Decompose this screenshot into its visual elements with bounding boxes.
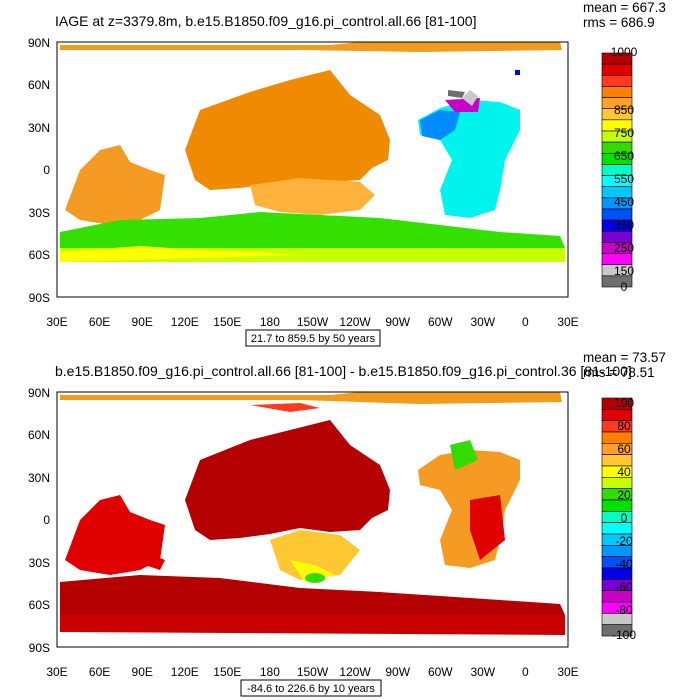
bottom-lon-label: 30E bbox=[557, 665, 578, 679]
bottom-lat-label: 60S bbox=[29, 598, 50, 612]
top-title: IAGE at z=3379.8m, b.e15.B1850.f09_g16.p… bbox=[55, 13, 476, 29]
bottom-colorbar-label: -80 bbox=[615, 603, 633, 617]
colorbar-swatch bbox=[601, 624, 633, 637]
bottom-lon-label: 150W bbox=[297, 665, 329, 679]
bottom-map-frame bbox=[56, 391, 569, 648]
top-lon-label: 30E bbox=[557, 315, 578, 329]
top-lon-label: 30W bbox=[470, 315, 495, 329]
colorbar-swatch bbox=[601, 74, 633, 87]
top-colorbar-labels: 1000 850 750 650 550 450 350 250 150 0 bbox=[611, 45, 638, 294]
colorbar-swatch bbox=[601, 477, 633, 489]
bottom-lat-label: 30S bbox=[29, 556, 50, 570]
bottom-colorbar-labels: 100 80 60 40 20 0 -20 -40 -60 -80 -100 bbox=[612, 396, 636, 642]
colorbar-swatch bbox=[601, 522, 633, 535]
bottom-mean-label: mean = 73.57 bbox=[583, 350, 666, 365]
top-lon-label: 150E bbox=[213, 315, 241, 329]
top-map-plot bbox=[57, 42, 568, 297]
top-lat-label: 30N bbox=[28, 121, 50, 135]
bottom-lon-axis: 30E 60E 90E 120E 150E 180 150W 120W 90W … bbox=[46, 665, 578, 679]
top-colorbar-label: 550 bbox=[614, 172, 634, 186]
bottom-colorbar-label: 40 bbox=[617, 465, 631, 479]
bottom-colorbar-label: -40 bbox=[615, 557, 633, 571]
top-lon-label: 90W bbox=[385, 315, 410, 329]
top-map-frame bbox=[56, 41, 569, 298]
top-lon-label: 60W bbox=[428, 315, 453, 329]
top-lat-label: 90N bbox=[28, 36, 50, 50]
bottom-lat-label: 60N bbox=[28, 428, 50, 442]
colorbar-swatch bbox=[601, 86, 633, 98]
top-lon-axis: 30E 60E 90E 120E 150E 180 150W 120W 90W … bbox=[46, 315, 578, 329]
top-lon-label: 0 bbox=[522, 315, 529, 329]
top-lat-label: 60S bbox=[29, 248, 50, 262]
bottom-lon-label: 180 bbox=[260, 665, 280, 679]
top-rms-label: rms = 686.9 bbox=[583, 15, 655, 30]
bottom-contour-info: -84.6 to 226.6 by 10 years bbox=[240, 679, 382, 697]
bottom-lon-label: 90E bbox=[132, 665, 153, 679]
bottom-lon-label: 120E bbox=[171, 665, 199, 679]
bottom-colorbar-label: 60 bbox=[617, 442, 631, 456]
bottom-lat-label: 30N bbox=[28, 471, 50, 485]
bottom-lat-label: 90N bbox=[28, 386, 50, 400]
bottom-colorbar-label: 0 bbox=[621, 511, 628, 525]
top-lon-label: 180 bbox=[260, 315, 280, 329]
colorbar-swatch bbox=[601, 63, 633, 76]
top-colorbar-label: 450 bbox=[614, 195, 634, 209]
bottom-colorbar bbox=[601, 397, 633, 637]
top-colorbar-label: 850 bbox=[614, 103, 634, 117]
colorbar-swatch bbox=[601, 275, 633, 288]
bottom-lat-label: 90S bbox=[29, 641, 50, 655]
top-colorbar-label: 350 bbox=[614, 218, 634, 232]
bottom-contour-info-text: -84.6 to 226.6 by 10 years bbox=[247, 683, 375, 695]
top-contour-info: 21.7 to 859.5 by 50 years bbox=[245, 329, 381, 347]
bottom-colorbar-label: 80 bbox=[617, 419, 631, 433]
bottom-lon-label: 150E bbox=[213, 665, 241, 679]
top-lat-label: 0 bbox=[43, 163, 50, 177]
bottom-colorbar-label: 20 bbox=[617, 488, 631, 502]
bottom-lon-label: 60E bbox=[89, 665, 110, 679]
bottom-colorbar-label: -20 bbox=[615, 534, 633, 548]
bottom-lat-axis: 90N 60N 30N 0 30S 60S 90S bbox=[28, 386, 50, 655]
bottom-title: b.e15.B1850.f09_g16.pi_control.all.66 [8… bbox=[55, 363, 632, 379]
bottom-map-plot bbox=[57, 392, 568, 647]
bottom-rms-label: rms = 78.51 bbox=[583, 365, 655, 380]
top-lat-label: 60N bbox=[28, 78, 50, 92]
top-lon-label: 30E bbox=[46, 315, 67, 329]
top-lat-label: 90S bbox=[29, 291, 50, 305]
bottom-lon-label: 60W bbox=[428, 665, 453, 679]
bottom-lon-label: 90W bbox=[385, 665, 410, 679]
top-lon-label: 150W bbox=[297, 315, 329, 329]
top-colorbar-label: 150 bbox=[614, 264, 634, 278]
top-lat-label: 30S bbox=[29, 206, 50, 220]
bottom-lat-label: 0 bbox=[43, 513, 50, 527]
bottom-colorbar-label: -60 bbox=[615, 580, 633, 594]
top-colorbar-label: 250 bbox=[614, 241, 634, 255]
top-contour-info-text: 21.7 to 859.5 by 50 years bbox=[251, 333, 376, 345]
top-mean-label: mean = 667.3 bbox=[583, 0, 666, 15]
top-lon-label: 120E bbox=[171, 315, 199, 329]
bottom-panel: b.e15.B1850.f09_g16.pi_control.all.66 [8… bbox=[28, 350, 666, 697]
top-colorbar-label: 1000 bbox=[611, 45, 638, 59]
colorbar-swatch bbox=[601, 511, 633, 523]
top-colorbar bbox=[601, 52, 633, 288]
top-colorbar-label: 650 bbox=[614, 149, 634, 163]
top-lon-label: 120W bbox=[339, 315, 371, 329]
top-colorbar-label: 750 bbox=[614, 126, 634, 140]
top-lon-label: 90E bbox=[132, 315, 153, 329]
top-panel: IAGE at z=3379.8m, b.e15.B1850.f09_g16.p… bbox=[28, 0, 666, 347]
top-colorbar-label: 0 bbox=[621, 280, 628, 294]
bottom-colorbar-label: 100 bbox=[614, 396, 634, 410]
bottom-lon-label: 120W bbox=[339, 665, 371, 679]
bottom-colorbar-label: -100 bbox=[612, 628, 636, 642]
top-lon-label: 60E bbox=[89, 315, 110, 329]
top-lat-axis: 90N 60N 30N 0 30S 60S 90S bbox=[28, 36, 50, 305]
bottom-lon-label: 0 bbox=[522, 665, 529, 679]
bottom-lon-label: 30E bbox=[46, 665, 67, 679]
bottom-lon-label: 30W bbox=[470, 665, 495, 679]
